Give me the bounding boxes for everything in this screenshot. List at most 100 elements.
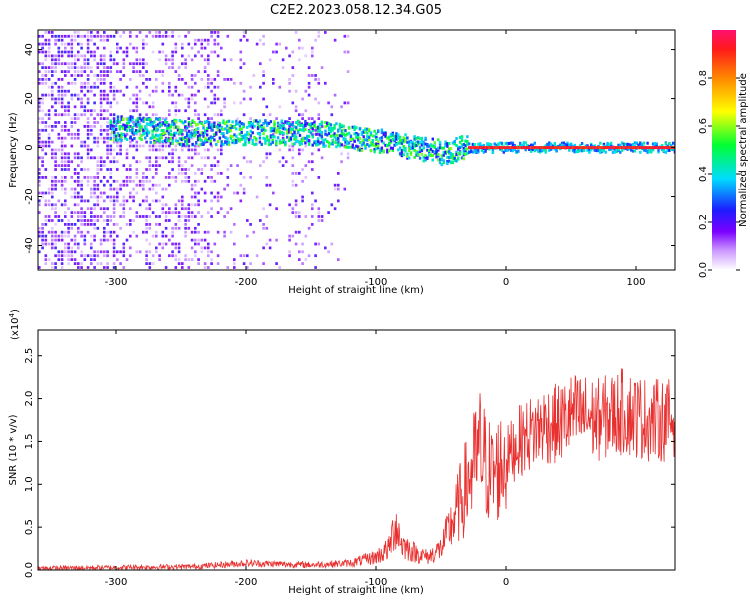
spectrogram-cell xyxy=(83,93,87,97)
spectrogram-cell xyxy=(298,58,301,62)
spectrogram-cell xyxy=(288,250,291,254)
spectrogram-cell xyxy=(203,148,207,152)
spectrogram-cell xyxy=(64,50,67,54)
spectrogram-cell xyxy=(57,219,61,222)
spectrogram-cell xyxy=(116,223,119,226)
spectrogram-cell xyxy=(138,89,142,93)
spectrogram-cell xyxy=(47,191,51,195)
spectrogram-x-ticks: -300 -200 -100 0 100 xyxy=(105,30,646,288)
spectrogram-cell xyxy=(93,187,96,191)
spectrogram-cell xyxy=(249,160,252,164)
spectrogram-cell xyxy=(300,142,303,146)
spectrogram-cell xyxy=(495,146,498,150)
spectrogram-cell xyxy=(122,74,126,77)
spectrogram-cell xyxy=(646,146,649,150)
spectrogram-cell xyxy=(216,262,220,265)
spectrogram-cell xyxy=(138,215,142,218)
spectrogram-cell xyxy=(86,38,90,42)
spectrogram-cell xyxy=(174,144,178,148)
spectrogram-cell xyxy=(197,117,200,120)
spectrogram-cell xyxy=(64,109,67,113)
spectrogram-cell xyxy=(151,144,155,148)
spectrogram-cell xyxy=(216,199,220,203)
spectrogram-cell xyxy=(300,139,303,143)
spectrogram-cell xyxy=(156,134,160,138)
spectrogram-cell xyxy=(235,140,238,144)
spectrogram-cell xyxy=(77,172,80,175)
spectrogram-cell xyxy=(317,81,321,85)
spectrogram-cell xyxy=(57,121,61,124)
spectrogram-cell xyxy=(597,146,600,150)
spectrogram-cell xyxy=(99,207,103,211)
spectrogram-cell xyxy=(155,164,158,167)
spectrogram-cell xyxy=(438,157,442,161)
spectrogram-cell xyxy=(318,141,322,145)
spectrogram-cell xyxy=(96,113,100,117)
spectrogram-cell xyxy=(122,266,126,269)
spectrogram-cell xyxy=(275,50,278,54)
spectrogram-cell xyxy=(251,142,254,145)
spectrogram-cell xyxy=(448,150,451,154)
spectrogram-cell xyxy=(67,246,70,250)
spectrogram-cell xyxy=(184,81,187,85)
spectrogram-cell xyxy=(610,147,613,151)
spectrogram-cell xyxy=(106,250,109,254)
spectrogram-cell xyxy=(540,149,544,153)
spectrogram-cell xyxy=(83,105,87,109)
spectrogram-cell xyxy=(203,246,207,250)
colorbar-tick-label: 0.6 xyxy=(698,118,709,134)
spectrogram-cell xyxy=(203,38,207,42)
spectrogram-cell xyxy=(193,133,196,137)
spectrogram-cell xyxy=(184,219,187,222)
spectrogram-cell xyxy=(41,195,44,199)
spectrogram-cell xyxy=(73,172,77,175)
spectrogram-cell xyxy=(70,246,74,250)
spectrogram-cell xyxy=(64,128,67,132)
spectrogram-cell xyxy=(281,66,285,69)
spectrogram-cell xyxy=(304,122,307,126)
spectrogram-cell xyxy=(119,144,122,148)
spectrogram-cell xyxy=(573,150,576,154)
spectrogram-cell xyxy=(302,136,305,140)
spectrogram-cell xyxy=(51,219,54,222)
spectrogram-cell xyxy=(311,160,314,164)
spectrogram-cell xyxy=(226,128,229,132)
spectrogram-cell xyxy=(265,215,269,218)
spectrogram-cell xyxy=(125,156,129,160)
spectrogram-cell xyxy=(168,183,171,187)
spectrogram-cell xyxy=(216,42,220,46)
spectrogram-cell xyxy=(380,128,384,132)
spectrogram-cell xyxy=(306,122,309,126)
spectrogram-cell xyxy=(51,85,54,89)
spectrogram-cell xyxy=(648,150,651,154)
spectrogram-cell xyxy=(51,66,54,69)
spectrogram-cell xyxy=(90,70,93,73)
spectrogram-cell xyxy=(357,148,360,152)
spectrogram-cell xyxy=(575,150,578,153)
spectrogram-cell xyxy=(135,131,138,135)
spectrogram-cell xyxy=(120,132,123,136)
spectrogram-cell xyxy=(304,176,308,179)
spectrogram-cell xyxy=(314,128,317,132)
spectrogram-cell xyxy=(213,97,217,101)
spectrogram-cell xyxy=(144,131,147,135)
spectrogram-cell xyxy=(41,46,44,50)
spectrogram-cell xyxy=(54,70,57,73)
spectrogram-cell xyxy=(301,179,304,183)
spectrogram-cell xyxy=(273,135,276,139)
spectrogram-cell xyxy=(533,149,536,153)
spectrogram-cell xyxy=(112,93,116,97)
spectrogram-cell xyxy=(415,144,418,147)
spectrogram-cell xyxy=(86,156,90,160)
spectrogram-cell xyxy=(83,66,87,69)
spectrogram-cell xyxy=(247,138,251,142)
spectrogram-cell xyxy=(573,143,576,147)
spectrogram-cell xyxy=(64,121,67,124)
spectrogram-cell xyxy=(145,78,148,81)
spectrogram-cell xyxy=(566,146,569,150)
spectrogram-cell xyxy=(138,144,142,148)
spectrogram-cell xyxy=(158,223,161,226)
spectrogram-cell xyxy=(462,146,465,150)
spectrogram-cell xyxy=(93,219,96,222)
spectrogram-cell xyxy=(44,254,48,258)
